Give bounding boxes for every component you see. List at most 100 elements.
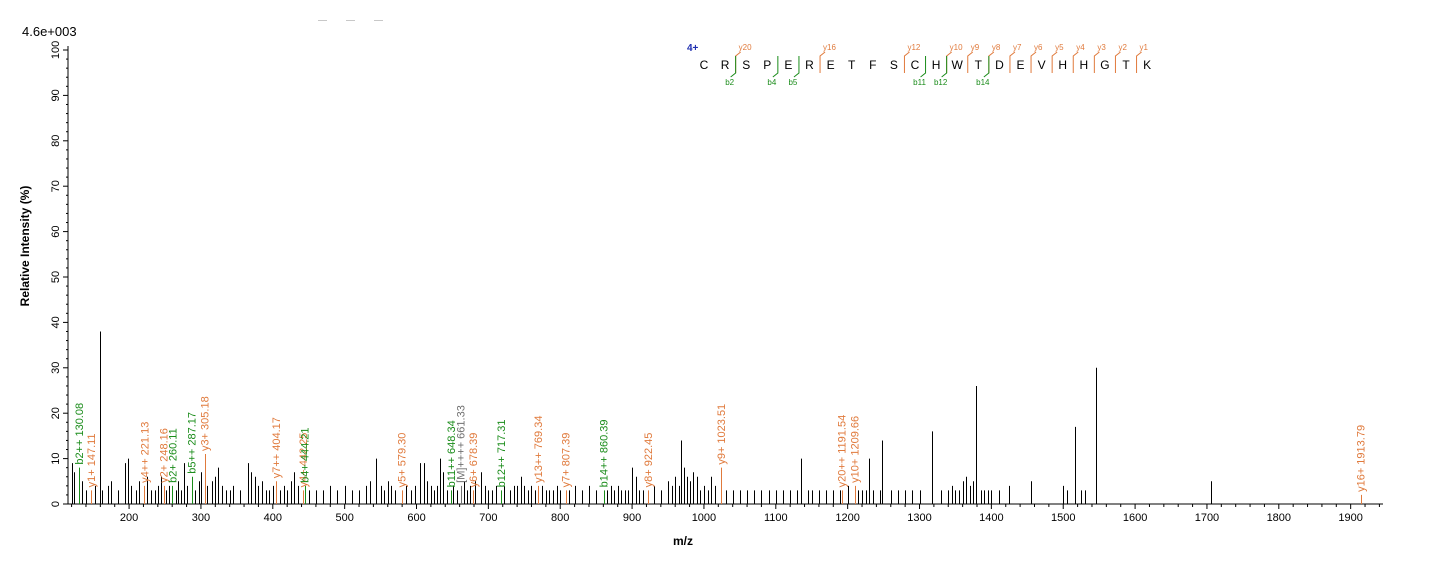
y-fragment-marker (967, 51, 974, 73)
x-tick-label: 1200 (835, 512, 859, 524)
y-tick-label: 80 (50, 135, 62, 147)
residue-letter: E (827, 58, 835, 72)
precursor-charge-label: 4+ (687, 43, 699, 54)
x-tick-label: 1300 (907, 512, 931, 524)
y-fragment-marker (903, 51, 910, 73)
peak-annotation-label: y4+ 442.25 (298, 433, 310, 488)
y-tick-label: 30 (50, 362, 62, 374)
residue-letter: C (700, 58, 709, 72)
residue-letter: K (1143, 58, 1151, 72)
residue-letter: D (995, 58, 1004, 72)
peak-annotation-label: y7+ 807.39 (561, 433, 573, 488)
peak-annotation-label: y13++ 769.34 (533, 416, 545, 483)
b-fragment-marker (730, 56, 737, 78)
peak-annotation-label: y20++ 1191.54 (837, 415, 849, 488)
residue-letter: H (1079, 58, 1088, 72)
peak-annotation-label: y1+ 147.11 (86, 433, 98, 487)
b-fragment-marker (772, 56, 779, 78)
residue-letter: R (721, 58, 730, 72)
residue-letter: P (763, 58, 771, 72)
peak-annotation-label: b11++ 648.34 (446, 420, 458, 487)
peak-annotation-label: y16+ 1913.79 (1356, 425, 1368, 492)
y-fragment-label: y1 (1140, 43, 1149, 52)
residue-letter: E (1016, 58, 1024, 72)
peak-annotations: b2++ 130.08 y1+ 147.11 y4++ 221.13 y2+ 248.… (74, 396, 1368, 492)
residue-letter: S (890, 58, 898, 72)
residue-letter: S (742, 58, 750, 72)
residue-letter: W (952, 58, 964, 72)
x-tick-label: 1800 (1267, 512, 1291, 524)
peak-annotation-label: y5+ 579.30 (397, 433, 409, 488)
decorative-dash (318, 20, 327, 21)
x-tick-label: 1700 (1195, 512, 1219, 524)
y-fragment-label: y6 (1034, 43, 1043, 52)
y-fragment-label: y7 (1013, 43, 1022, 52)
y-fragment-marker (1093, 51, 1100, 73)
peak-annotation-label: b2+ 260.11 (167, 428, 179, 483)
y-tick-label: 90 (50, 89, 62, 101)
b-fragment-label: b4 (767, 78, 776, 87)
y-fragment-marker (1051, 51, 1058, 73)
residue-letter: G (1100, 58, 1109, 72)
x-tick-label: 1900 (1338, 512, 1362, 524)
peaks (72, 331, 1362, 504)
intensity-scale-label: 4.6e+003 (22, 24, 77, 39)
y-tick-label: 20 (50, 407, 62, 419)
x-axis-label: m/z (673, 534, 693, 548)
residue-letter: E (784, 58, 792, 72)
decorative-dash (374, 20, 383, 21)
b-fragment-label: b14 (976, 78, 990, 87)
y-fragment-label: y8 (992, 43, 1001, 52)
b-fragment-label: b12 (934, 78, 948, 87)
y-tick-label: 50 (50, 271, 62, 283)
x-tick-label: 500 (335, 512, 353, 524)
y-axis-label: Relative Intensity (%) (18, 186, 32, 307)
peak-annotation-label: y3+ 305.18 (200, 396, 212, 451)
b-fragment-marker (941, 56, 948, 78)
peak-annotation-label: y4++ 221.13 (139, 422, 151, 483)
y-tick-label: 0 (50, 501, 62, 507)
residue-letter: R (805, 58, 814, 72)
residue-letter: C (911, 58, 920, 72)
b-fragment-marker (920, 56, 927, 78)
y-fragment-marker (1114, 51, 1121, 73)
y-tick-label: 60 (50, 225, 62, 237)
y-tick-label: 10 (50, 452, 62, 464)
y-tick-label: 100 (50, 41, 62, 59)
peak-annotation-label: y8+ 922.45 (643, 433, 655, 488)
residue-letter: V (1038, 58, 1046, 72)
y-fragment-label: y4 (1076, 43, 1085, 52)
peak-annotation-label: y6+ 678.39 (468, 433, 480, 488)
x-tick-label: 1000 (692, 512, 716, 524)
peak-annotation-label: b14++ 860.39 (599, 419, 611, 487)
peak-annotation-label: [M]++++ 661.33 (456, 405, 468, 483)
residue-letter: T (1122, 58, 1130, 72)
y-fragment-label: y16 (823, 43, 836, 52)
x-tick-label: 300 (192, 512, 210, 524)
x-tick-label: 200 (120, 512, 138, 524)
y-fragment-label: y3 (1097, 43, 1106, 52)
peak-annotation-label: b5++ 287.17 (187, 412, 199, 474)
x-tick-label: 700 (479, 512, 497, 524)
y-fragment-marker (988, 51, 995, 73)
peak-annotation-label: b2++ 130.08 (74, 403, 86, 465)
x-tick-label: 800 (551, 512, 569, 524)
residue-letter: T (975, 58, 983, 72)
residue-letter: F (869, 58, 876, 72)
b-fragment-label: b11 (913, 78, 926, 87)
peak-annotation-label: b4+ 444.21 (300, 427, 312, 482)
x-tick-label: 400 (264, 512, 282, 524)
b-fragment-marker (983, 56, 990, 78)
b-fragment-label: b5 (788, 78, 797, 87)
x-tick-label: 1600 (1123, 512, 1147, 524)
y-tick-label: 70 (50, 180, 62, 192)
x-tick-label: 1500 (1051, 512, 1075, 524)
y-fragment-marker (1030, 51, 1037, 73)
x-tick-label: 1100 (764, 512, 788, 524)
y-fragment-marker (1072, 51, 1079, 73)
peak-annotation-label: y7++ 404.17 (271, 417, 283, 478)
y-fragment-marker (735, 51, 741, 73)
peak-annotation-label: y9+ 1023.51 (716, 404, 728, 465)
b-fragment-label: b2 (725, 78, 734, 87)
